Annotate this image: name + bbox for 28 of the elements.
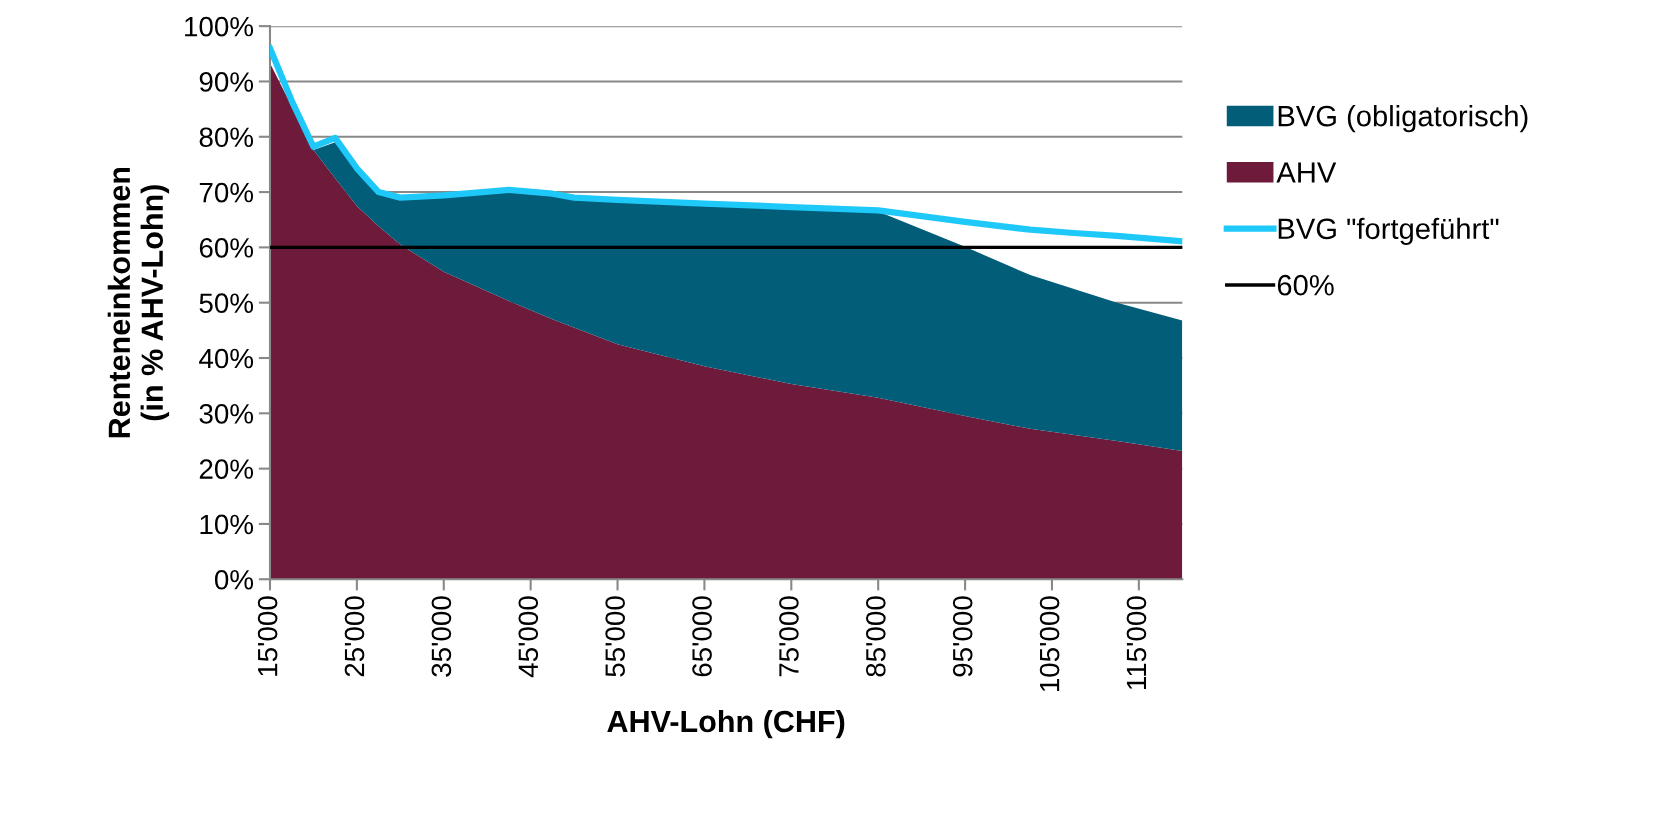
x-tick-label: 105'000 <box>1039 596 1060 692</box>
y-tick-label: 70% <box>199 182 254 203</box>
x-tick-label: 75'000 <box>779 596 799 677</box>
legend-label: BVG (obligatorisch) <box>1278 105 1528 133</box>
x-tick-label: 45'000 <box>518 596 539 678</box>
y-tick-label: 40% <box>199 348 254 369</box>
x-tick-label: 95'000 <box>952 596 973 677</box>
x-tick-label: 35'000 <box>431 596 452 677</box>
legend-label: AHV <box>1276 162 1337 183</box>
x-tick-label: 15'000 <box>257 596 278 676</box>
x-tick-label: 85'000 <box>865 596 886 677</box>
y-tick-label: 10% <box>200 514 254 535</box>
y-tick-label: 50% <box>199 293 254 314</box>
y-tick-label: 30% <box>199 403 254 424</box>
y-tick-label: 80% <box>199 127 254 148</box>
y-tick-label: 60% <box>199 238 254 258</box>
y-axis-title: Renteneinkommen (in % AHV-Lohn) <box>107 167 170 438</box>
y-tick-label: 20% <box>199 459 254 479</box>
y-tick-label: 90% <box>199 72 254 92</box>
x-axis-title: AHV-Lohn (CHF) <box>607 709 845 739</box>
x-tick-label: 25'000 <box>344 596 365 677</box>
y-tick-label: 100% <box>185 16 254 37</box>
x-tick-label: 55'000 <box>605 596 625 677</box>
x-tick-label: 115'000 <box>1126 596 1147 690</box>
legend-label: 60% <box>1277 274 1334 296</box>
legend-label: BVG "fortgeführt" <box>1278 217 1499 245</box>
y-tick-label: 0% <box>214 569 254 590</box>
x-tick-label: 65'000 <box>692 596 712 677</box>
